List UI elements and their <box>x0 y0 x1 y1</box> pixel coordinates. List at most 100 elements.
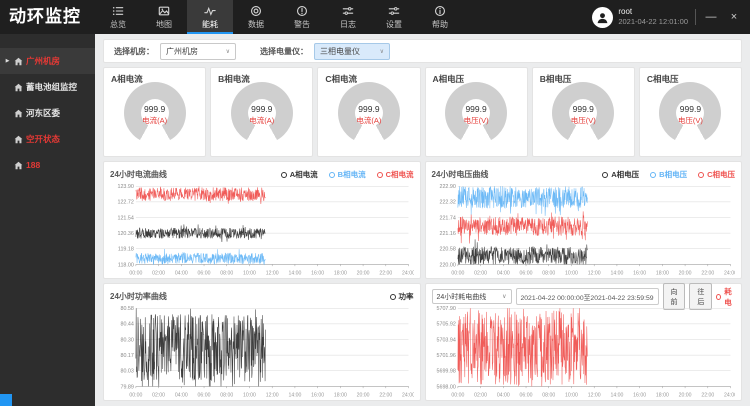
gauge-unit-label: 电压(V) <box>445 115 507 126</box>
svg-text:12:00: 12:00 <box>266 392 279 398</box>
chart-title: 24小时电压曲线 <box>432 169 489 180</box>
topnav-item-3[interactable]: 能耗 <box>187 0 233 34</box>
sidebar-item-label: 空开状态 <box>26 133 60 145</box>
image-icon <box>158 5 170 17</box>
legend-item[interactable]: A相电压 <box>602 169 639 180</box>
svg-text:10:00: 10:00 <box>565 392 578 398</box>
sidebar-item-5[interactable]: 188 <box>0 152 95 178</box>
svg-text:5698.00: 5698.00 <box>436 384 455 390</box>
topnav-item-1[interactable]: 总览 <box>95 0 141 34</box>
list-icon <box>112 5 124 17</box>
svg-text:02:00: 02:00 <box>474 392 487 398</box>
svg-text:08:00: 08:00 <box>220 270 233 276</box>
svg-text:08:00: 08:00 <box>542 270 555 276</box>
topnav-item-5[interactable]: 警告 <box>279 0 325 34</box>
svg-text:80.44: 80.44 <box>120 322 133 328</box>
gauge-value: 999.9 <box>338 104 400 114</box>
username: root <box>618 7 688 17</box>
voltage-chart-card: 24小时电压曲线 A相电压B相电压C相电压 222.90222.32221.74… <box>425 161 743 279</box>
gauge: 999.9电流(A) <box>124 82 186 144</box>
svg-text:02:00: 02:00 <box>474 270 487 276</box>
svg-text:221.74: 221.74 <box>439 215 455 221</box>
gauge-unit-label: 电流(A) <box>124 115 186 126</box>
topnav-item-6[interactable]: 日志 <box>325 0 371 34</box>
room-select[interactable]: 广州机房 ∨ <box>160 43 236 60</box>
home-icon <box>14 83 23 92</box>
legend-marker-icon <box>281 172 287 178</box>
svg-text:04:00: 04:00 <box>175 392 188 398</box>
sidebar-item-2[interactable]: 蓄电池组监控 <box>0 74 95 100</box>
svg-text:5699.98: 5699.98 <box>436 369 455 375</box>
legend-label: C相电流 <box>386 169 414 180</box>
svg-text:24:00: 24:00 <box>402 392 413 398</box>
power-chart-card: 24小时功率曲线 功率 80.5880.4480.3080.1780.0379.… <box>103 283 421 401</box>
topnav-item-label: 帮助 <box>432 19 448 30</box>
legend-marker-icon <box>602 172 608 178</box>
svg-text:22:00: 22:00 <box>701 392 714 398</box>
svg-text:22:00: 22:00 <box>379 270 392 276</box>
legend-item[interactable]: 功率 <box>390 291 414 302</box>
sidebar-item-4[interactable]: 空开状态 <box>0 126 95 152</box>
svg-text:221.16: 221.16 <box>439 231 455 237</box>
caret-down-icon: ∨ <box>226 48 230 55</box>
topnav-item-label: 数据 <box>248 19 264 30</box>
svg-text:119.18: 119.18 <box>118 247 134 253</box>
meter-select-value: 三相电量仪 <box>320 46 360 57</box>
home-icon <box>14 109 23 118</box>
curve-type-select[interactable]: 24小时耗电曲线 ∨ <box>432 289 512 304</box>
date-range-input[interactable]: 2021-04-22 00:00:00至2021-04-22 23:59:59 <box>516 288 659 305</box>
svg-text:12:00: 12:00 <box>587 392 600 398</box>
app-title: 动环监控 <box>0 0 95 34</box>
gauge-card-4: A相电压999.9电压(V) <box>425 67 528 157</box>
legend-item[interactable]: C相电流 <box>377 169 414 180</box>
legend-item[interactable]: A相电流 <box>281 169 318 180</box>
svg-text:00:00: 00:00 <box>451 270 464 276</box>
topnav-item-label: 总览 <box>110 19 126 30</box>
body-row: ▶广州机房蓄电池组监控河东区委空开状态188 选择机房： 广州机房 ∨ 选择电量… <box>0 34 750 406</box>
sidebar-item-3[interactable]: 河东区委 <box>0 100 95 126</box>
gauge-value: 999.9 <box>659 104 721 114</box>
room-select-value: 广州机房 <box>166 46 198 57</box>
topnav-item-8[interactable]: 帮助 <box>417 0 463 34</box>
svg-text:02:00: 02:00 <box>152 392 165 398</box>
svg-text:222.90: 222.90 <box>439 184 455 190</box>
minimize-button[interactable]: — <box>703 12 719 23</box>
sidebar-item-1[interactable]: ▶广州机房 <box>0 48 95 74</box>
user-chip[interactable]: root 2021-04-22 12:01:00 <box>592 7 688 28</box>
svg-text:02:00: 02:00 <box>152 270 165 276</box>
close-button[interactable]: × <box>726 12 742 23</box>
legend-label: 功率 <box>399 291 414 302</box>
gauge: 999.9电压(V) <box>659 82 721 144</box>
legend-item[interactable]: B相电流 <box>329 169 366 180</box>
topnav-item-label: 警告 <box>294 19 310 30</box>
topnav-item-4[interactable]: 数据 <box>233 0 279 34</box>
gauge-unit-label: 电压(V) <box>552 115 614 126</box>
legend-label: B相电流 <box>338 169 366 180</box>
svg-text:16:00: 16:00 <box>311 270 324 276</box>
svg-text:14:00: 14:00 <box>610 270 623 276</box>
gauge: 999.9电压(V) <box>445 82 507 144</box>
datetime: 2021-04-22 12:01:00 <box>618 17 688 26</box>
legend-marker-icon <box>698 172 704 178</box>
gauge-value: 999.9 <box>552 104 614 114</box>
legend-marker-icon <box>329 172 335 178</box>
gauge: 999.9电压(V) <box>552 82 614 144</box>
sliders-icon <box>342 5 354 17</box>
legend-item[interactable]: B相电压 <box>650 169 687 180</box>
gauge-value: 999.9 <box>445 104 507 114</box>
sidebar-item-label: 蓄电池组监控 <box>26 81 77 93</box>
svg-text:80.58: 80.58 <box>120 306 133 312</box>
main-content: 选择机房： 广州机房 ∨ 选择电量仪： 三相电量仪 ∨ A相电流999.9电流(… <box>95 34 750 406</box>
sliders-icon <box>388 5 400 17</box>
svg-text:121.54: 121.54 <box>117 215 133 221</box>
meter-select[interactable]: 三相电量仪 ∨ <box>314 43 390 60</box>
topnav-item-2[interactable]: 地图 <box>141 0 187 34</box>
svg-text:220.58: 220.58 <box>439 247 455 253</box>
caret-down-icon: ∨ <box>380 48 384 55</box>
topnav-item-7[interactable]: 设置 <box>371 0 417 34</box>
current-chart-card: 24小时电流曲线 A相电流B相电流C相电流 123.90122.72121.54… <box>103 161 421 279</box>
legend-item[interactable]: C相电压 <box>698 169 735 180</box>
home-icon <box>14 57 23 66</box>
svg-text:06:00: 06:00 <box>519 392 532 398</box>
gauge-card-6: C相电压999.9电压(V) <box>639 67 742 157</box>
